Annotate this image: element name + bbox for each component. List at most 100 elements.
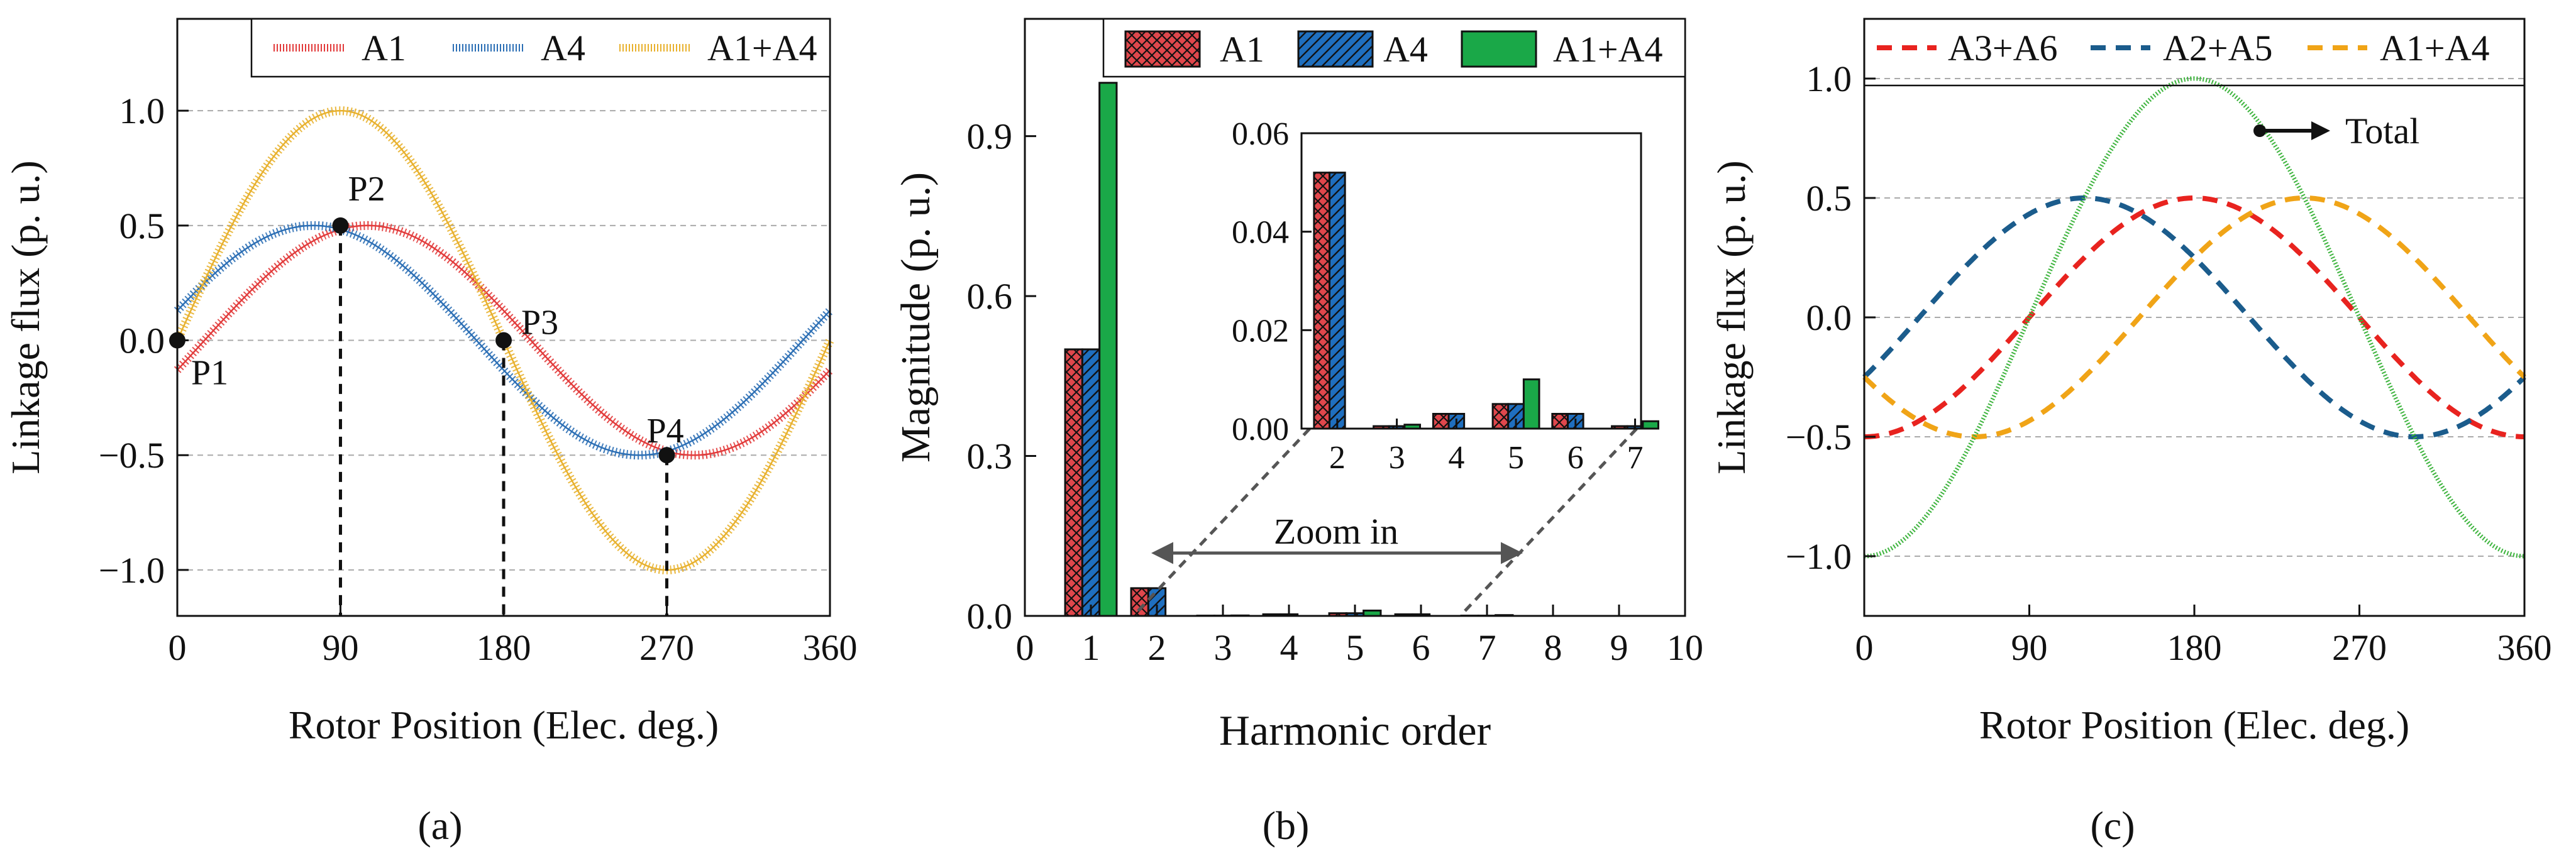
inset-x-tick-label: 2 [1329, 440, 1346, 476]
panel-b-y-tick-label: 0.9 [967, 116, 1013, 157]
panel-b-y-tick-label: 0.3 [967, 436, 1013, 477]
panel-c-x-tick-label: 360 [2497, 627, 2552, 668]
inset-bar-h5-a1 [1491, 403, 1510, 430]
panel-c-y-tick-label: −0.5 [1786, 417, 1852, 458]
panel-c-y-axis-label: Linkage flux (p. u.) [1709, 160, 1754, 474]
zoom-guide-right [1464, 426, 1639, 612]
panel-c-chart: −1.0 −0.5 0.0 0.5 1.0 0 90 180 270 360 A3+A6 A2+A5… [1709, 18, 2552, 848]
panel-b-chart: 0.00.30.60.90 1 2 3 4 5 6 7 8 9 10 Zoom in 0.000.0… [893, 18, 1704, 848]
panel-a-legend-box [250, 18, 831, 78]
panel-c-legend: A3+A6 A2+A5 A1+A4 [1864, 28, 2524, 87]
panel-b-x-tick-label: 4 [1280, 627, 1298, 668]
panel-c-line-a3-plus-a6 [1864, 195, 2524, 439]
panel-c-gridlines [1864, 78, 2524, 557]
legend-label-b-1: A4 [1383, 29, 1428, 70]
point-p3 [495, 332, 512, 349]
panel-b-label: (b) [1263, 803, 1310, 848]
legend-label-a-0: A1 [362, 28, 406, 69]
panel-a-y-tick-label: 0.0 [119, 321, 165, 361]
panel-a-series-a1 [174, 221, 834, 460]
panel-b-y-tick-label: 0.0 [967, 596, 1013, 637]
inset-bar-h7-a1-plus-a4 [1642, 420, 1659, 430]
bar-h1-a1-plus-a4 [1098, 82, 1118, 617]
panel-c-y-tick-label: −1.0 [1786, 536, 1852, 577]
panel-c-x-tick-label: 90 [2011, 627, 2048, 668]
panel-a-x-tick-label: 0 [169, 627, 187, 668]
inset-bar-h2-a1 [1313, 172, 1331, 430]
legend-label-c-0: A3+A6 [1948, 28, 2057, 69]
inset-background [1302, 133, 1641, 429]
inset-y-tick-label: 0.06 [1232, 116, 1289, 152]
panel-c-y-tick-label: 0.5 [1806, 178, 1852, 219]
legend-label-c-1: A2+A5 [2163, 28, 2272, 69]
panel-c-y-tick-label: 0.0 [1806, 297, 1852, 338]
panel-a-points: P1 P2 P3 P4 [169, 170, 684, 464]
panel-a-series-a4 [174, 221, 834, 460]
legend-swatch-b-0 [1124, 30, 1201, 68]
inset-axis-ticks: 0.00 0.02 0.04 0.06 2 3 4 5 6 7 [1232, 116, 1644, 476]
panel-b-x-tick-label: 10 [1667, 627, 1703, 668]
panel-a-x-axis-label: Rotor Position (Elec. deg.) [289, 703, 719, 747]
inset-y-tick-label: 0.00 [1232, 412, 1289, 447]
point-label-p2: P2 [348, 170, 385, 209]
legend-label-b-0: A1 [1220, 29, 1264, 70]
point-label-p1: P1 [191, 354, 228, 393]
panel-b-axis-ticks: 0.0 0.3 0.6 0.9 0 1 2 3 4 5 6 7 8 9 10 [967, 116, 1704, 668]
panel-c-line-a1-plus-a4 [1862, 195, 2526, 439]
panel-c-x-axis-label: Rotor Position (Elec. deg.) [1979, 703, 2409, 747]
panel-b-y-tick-label: 0.6 [967, 276, 1013, 317]
legend-label-a-2: A1+A4 [707, 28, 817, 69]
panel-b-legend: A1 A4 A1+A4 [1102, 18, 1686, 78]
total-annotation: Total [2253, 111, 2419, 151]
bar-h1-a1 [1064, 348, 1083, 617]
panel-c-series [1862, 76, 2526, 559]
panel-a-legend: A1 A4 A1+A4 [250, 18, 831, 78]
panel-b-bars [1064, 82, 1514, 617]
point-label-p3: P3 [521, 304, 558, 343]
panel-c-y-tick-label: 1.0 [1806, 58, 1852, 99]
legend-label-c-2: A1+A4 [2380, 28, 2489, 69]
panel-b-x-tick-label: 2 [1148, 627, 1166, 668]
zoom-guide-left [1137, 426, 1312, 612]
panel-a-x-tick-label: 270 [639, 627, 694, 668]
panel-c-x-tick-label: 0 [1855, 627, 1874, 668]
panel-c-line-a2-plus-a5 [1862, 195, 2526, 439]
inset-x-tick-label: 5 [1508, 440, 1524, 476]
inset-x-tick-label: 3 [1389, 440, 1405, 476]
panel-b-x-tick-label: 1 [1082, 627, 1100, 668]
panel-c-x-tick-label: 270 [2332, 627, 2387, 668]
panel-a-y-tick-label: −0.5 [99, 435, 165, 476]
panel-c-line-total [1864, 76, 2525, 559]
panel-b-x-tick-label: 7 [1478, 627, 1496, 668]
inset-bar-h4-a1 [1432, 413, 1450, 430]
panel-a-guide-lines [339, 225, 668, 616]
panel-c-label: (c) [2090, 803, 2135, 848]
bar-h1-a4 [1081, 348, 1101, 617]
zoom-in-label: Zoom in [1274, 511, 1398, 552]
inset-x-tick-label: 4 [1448, 440, 1464, 476]
panel-c-plot-frame [1863, 18, 2526, 617]
panel-c-x-tick-label: 180 [2167, 627, 2222, 668]
panel-a-y-tick-label: −1.0 [99, 550, 165, 591]
panel-b-x-tick-label: 6 [1412, 627, 1430, 668]
legend-swatch-b-1 [1297, 30, 1374, 68]
panel-a-x-tick-label: 90 [323, 627, 359, 668]
panel-c-axis-ticks: −1.0 −0.5 0.0 0.5 1.0 0 90 180 270 360 [1786, 58, 2552, 668]
panel-a-y-tick-label: 0.5 [119, 206, 165, 246]
panel-a-series [173, 106, 834, 574]
panel-b-x-tick-label: 9 [1610, 627, 1628, 668]
inset-bar-h6-a1 [1551, 413, 1569, 430]
panel-b-x-tick-label: 0 [1016, 627, 1034, 668]
panel-b-x-axis-label: Harmonic order [1219, 706, 1491, 754]
inset-x-tick-label: 6 [1567, 440, 1584, 476]
panel-b-x-tick-label: 5 [1346, 627, 1364, 668]
legend-label-b-2: A1+A4 [1553, 29, 1662, 70]
inset-frame [1300, 132, 1642, 430]
inset-bars [1313, 172, 1659, 430]
panel-a-axis-ticks: −1.0 −0.5 0.0 0.5 1.0 0 90 180 270 360 [99, 90, 858, 668]
inset-x-tick-label: 7 [1627, 440, 1644, 476]
panel-a-line-core-a1 [177, 224, 831, 456]
inset-bar-h2-a4 [1329, 172, 1346, 430]
point-p2 [332, 217, 349, 234]
